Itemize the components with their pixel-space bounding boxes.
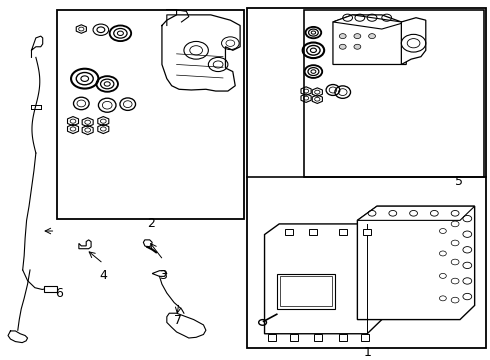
Bar — [280, 276, 332, 306]
Text: 2: 2 — [147, 217, 155, 230]
Circle shape — [354, 33, 361, 39]
Text: 4: 4 — [99, 269, 107, 282]
Polygon shape — [167, 313, 206, 338]
Polygon shape — [315, 334, 322, 341]
Circle shape — [354, 44, 361, 49]
Circle shape — [368, 33, 375, 39]
Polygon shape — [290, 334, 298, 341]
Text: 1: 1 — [363, 346, 371, 359]
Text: 6: 6 — [55, 287, 63, 300]
Polygon shape — [357, 206, 475, 320]
Polygon shape — [339, 334, 346, 341]
Polygon shape — [361, 334, 368, 341]
Polygon shape — [401, 18, 426, 64]
Polygon shape — [310, 229, 318, 235]
Polygon shape — [357, 206, 475, 220]
Circle shape — [339, 33, 346, 39]
Bar — [57, 10, 244, 219]
Polygon shape — [285, 229, 293, 235]
Polygon shape — [79, 240, 91, 249]
Polygon shape — [333, 15, 406, 29]
Polygon shape — [333, 15, 406, 64]
Polygon shape — [144, 240, 152, 247]
Bar — [247, 9, 486, 348]
Polygon shape — [339, 229, 346, 235]
Polygon shape — [363, 229, 371, 235]
Polygon shape — [265, 224, 382, 334]
Text: 5: 5 — [455, 175, 463, 188]
Text: 7: 7 — [174, 314, 182, 327]
Polygon shape — [44, 286, 57, 292]
Polygon shape — [152, 271, 167, 276]
Circle shape — [339, 44, 346, 49]
Text: 3: 3 — [159, 269, 168, 282]
Polygon shape — [268, 334, 276, 341]
Bar — [277, 274, 335, 309]
Bar — [304, 10, 485, 177]
